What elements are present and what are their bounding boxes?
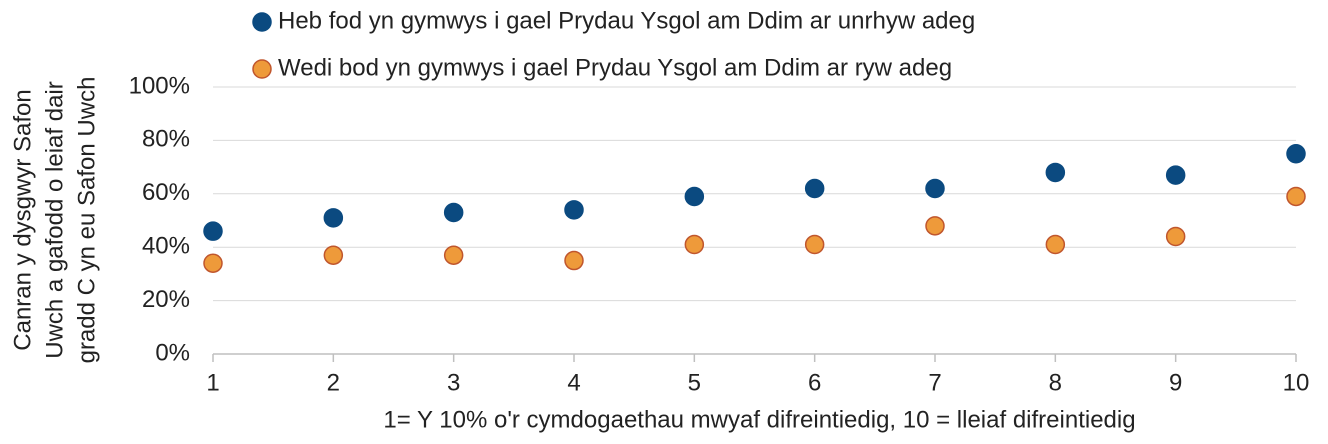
legend-marker xyxy=(252,59,272,79)
data-point xyxy=(925,178,945,199)
x-tick-label: 3 xyxy=(447,369,460,396)
data-point xyxy=(804,234,825,255)
data-point xyxy=(925,216,945,236)
x-axis-label: 1= Y 10% o'r cymdogaethau mwyaf difreint… xyxy=(383,406,1135,433)
data-point xyxy=(684,186,705,207)
y-axis-label: gradd C yn eu Safon Uwch xyxy=(73,77,100,364)
legend-label: Wedi bod yn gymwys i gael Prydau Ysgol a… xyxy=(278,54,952,81)
x-tick-label: 6 xyxy=(808,369,821,396)
data-point xyxy=(1286,186,1306,207)
data-point xyxy=(323,208,344,228)
y-tick-label: 100% xyxy=(129,72,190,99)
x-tick-label: 7 xyxy=(928,369,941,396)
data-point xyxy=(804,178,825,199)
y-tick-label: 20% xyxy=(142,286,190,313)
data-point xyxy=(1165,165,1186,185)
legend-label: Heb fod yn gymwys i gael Prydau Ysgol am… xyxy=(278,7,975,34)
x-tick-label: 1 xyxy=(206,369,219,396)
data-point xyxy=(443,202,464,223)
data-point xyxy=(323,245,344,265)
y-tick-label: 60% xyxy=(142,179,190,206)
y-axis-label: Uwch a gafodd o leiaf dair xyxy=(41,81,68,359)
x-tick-label: 2 xyxy=(327,369,340,396)
x-tick-label: 5 xyxy=(688,369,701,396)
data-point xyxy=(203,221,223,241)
data-point xyxy=(203,253,223,273)
y-tick-label: 0% xyxy=(155,339,190,366)
legend-marker xyxy=(252,12,272,32)
y-axis-label: Canran y dysgwyr Safon xyxy=(9,89,36,350)
x-tick-label: 4 xyxy=(567,369,580,396)
x-tick-label: 9 xyxy=(1169,369,1182,396)
data-point xyxy=(1286,144,1306,164)
data-point xyxy=(1165,226,1186,247)
x-tick-label: 10 xyxy=(1283,369,1310,396)
data-point xyxy=(443,245,464,265)
y-tick-label: 80% xyxy=(142,126,190,153)
data-point xyxy=(684,234,705,255)
data-point xyxy=(564,200,584,220)
y-tick-label: 40% xyxy=(142,233,190,260)
x-tick-label: 8 xyxy=(1049,369,1062,396)
data-point xyxy=(564,250,584,271)
data-point xyxy=(1045,234,1066,255)
data-point xyxy=(1045,162,1066,183)
